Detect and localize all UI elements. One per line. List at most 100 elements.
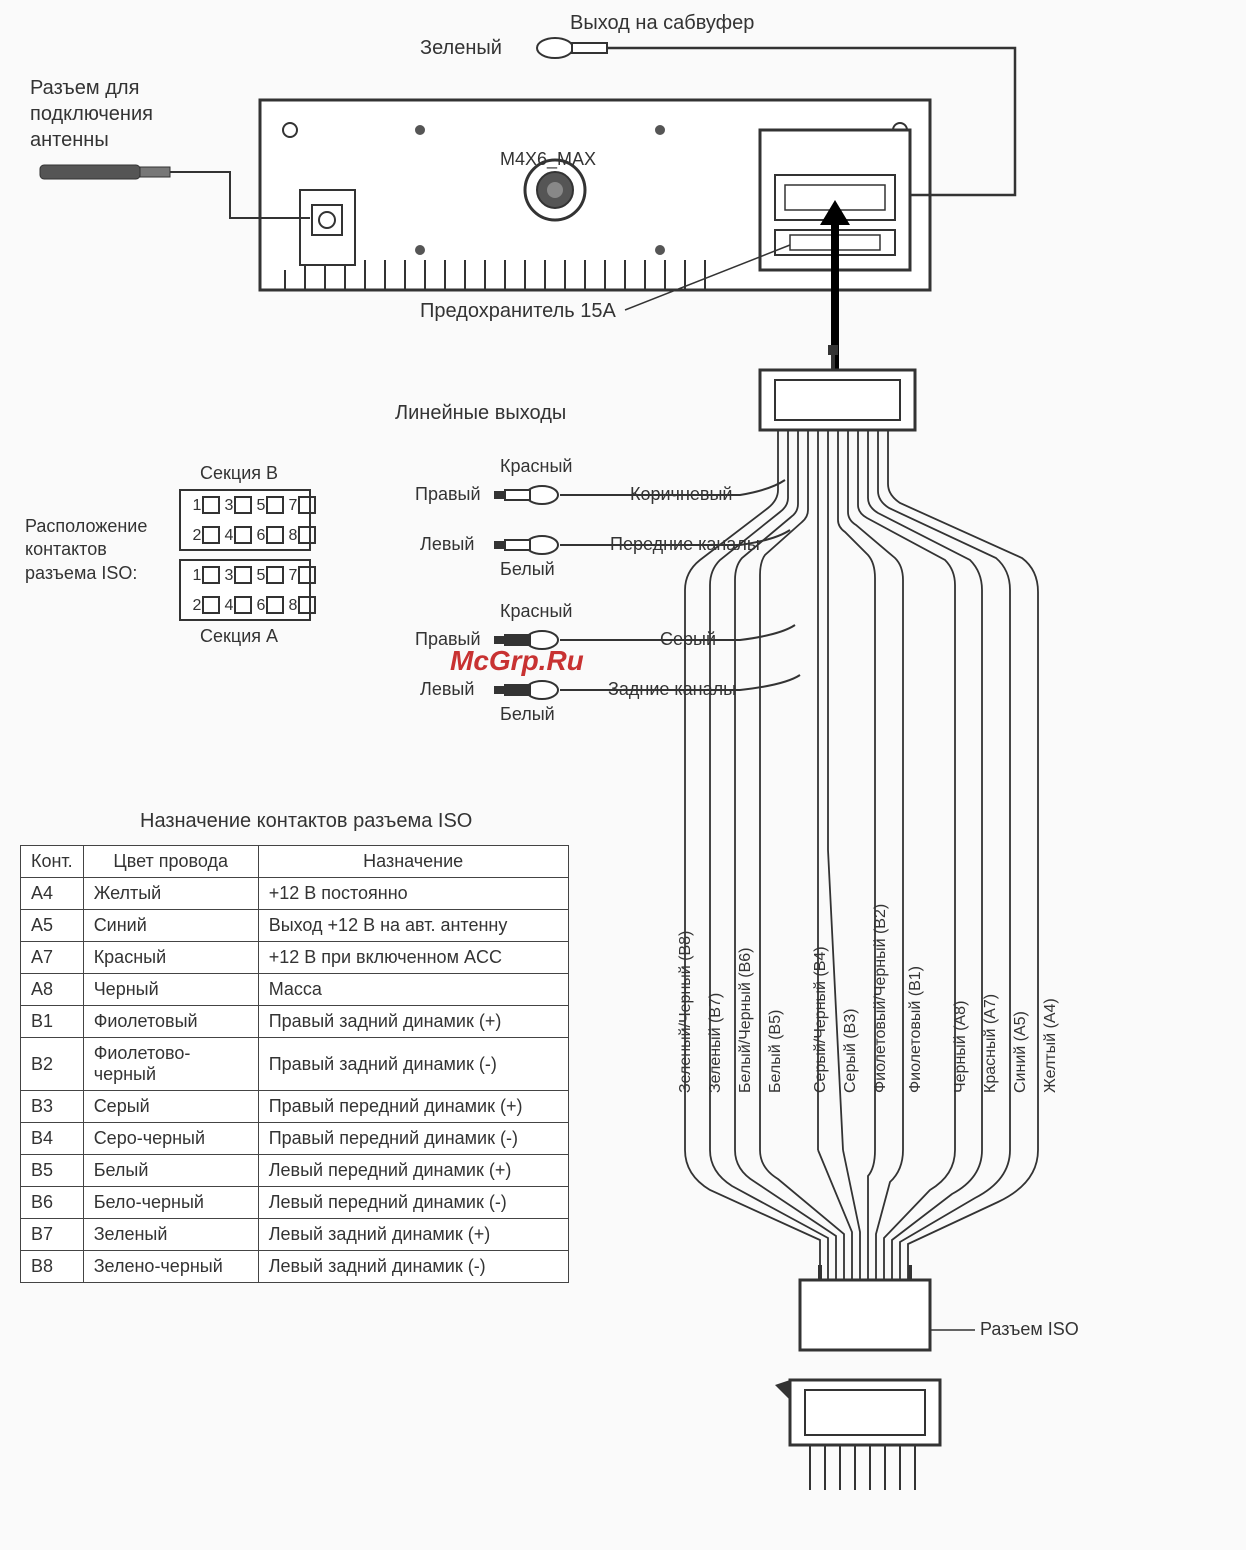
table-cell: Масса [258,974,568,1006]
table-cell: B4 [21,1123,84,1155]
table-cell: +12 В при включенном ACC [258,942,568,974]
label-lineouts: Линейные выходы [395,400,566,426]
svg-text:2: 2 [193,527,202,544]
table-cell: Фиолетово-черный [83,1038,258,1091]
table-cell: Бело-черный [83,1187,258,1219]
label-grey: Серый [660,628,716,651]
table-cell: Желтый [83,878,258,910]
label-section-a: Секция A [200,625,278,648]
table-cell: Синий [83,910,258,942]
wire-label: Фиолетовый/Черный (B2) [872,904,890,1093]
table-row: A5СинийВыход +12 В на авт. антенну [21,910,569,942]
head-unit [260,100,930,290]
label-white2: Белый [500,703,555,726]
label-subwoofer: Выход на сабвуфер [570,10,754,36]
table-cell: A8 [21,974,84,1006]
svg-text:4: 4 [225,527,234,544]
table-cell: Левый задний динамик (-) [258,1251,568,1283]
table-row: B4Серо-черныйПравый передний динамик (-) [21,1123,569,1155]
wire-label: Серый/Черный (B4) [812,946,830,1093]
svg-text:4: 4 [225,597,234,614]
wire-label: Синий (A5) [1012,1011,1030,1093]
table-cell: B7 [21,1219,84,1251]
table-header: Назначение [258,846,568,878]
table-cell: B6 [21,1187,84,1219]
label-left1: Левый [420,533,474,556]
table-cell: B3 [21,1091,84,1123]
table-cell: B5 [21,1155,84,1187]
table-row: B5БелыйЛевый передний динамик (+) [21,1155,569,1187]
label-iso-layout: Расположение контактов разъема ISO: [25,515,147,585]
svg-text:3: 3 [225,497,234,514]
wire-label: Серый (B3) [842,1009,860,1093]
table-title: Назначение контактов разъема ISO [140,810,472,833]
table-cell: Зеленый [83,1219,258,1251]
table-cell: A5 [21,910,84,942]
label-section-b: Секция B [200,462,278,485]
iso-socket [775,1380,940,1490]
table-cell: A7 [21,942,84,974]
table-row: B3СерыйПравый передний динамик (+) [21,1091,569,1123]
svg-text:2: 2 [193,597,202,614]
iso-table: Конт.Цвет проводаНазначение A4Желтый+12 … [20,845,569,1283]
svg-text:8: 8 [289,527,298,544]
svg-text:6: 6 [257,527,266,544]
svg-text:3: 3 [225,567,234,584]
table-row: B6Бело-черныйЛевый передний динамик (-) [21,1187,569,1219]
label-left2: Левый [420,678,474,701]
table-cell: Красный [83,942,258,974]
table-cell: Серо-черный [83,1123,258,1155]
wire-label: Белый/Черный (B6) [737,948,755,1094]
table-cell: Правый задний динамик (+) [258,1006,568,1038]
svg-text:8: 8 [289,597,298,614]
iso-connector [800,1265,975,1350]
table-row: A7Красный+12 В при включенном ACC [21,942,569,974]
label-iso-conn: Разъем ISO [980,1318,1079,1341]
label-antenna: Разъем для подключения антенны [30,75,153,153]
watermark: McGrp.Ru [450,645,584,677]
svg-text:7: 7 [289,567,298,584]
label-fuse: Предохранитель 15А [420,298,616,324]
table-cell: Правый передний динамик (+) [258,1091,568,1123]
svg-text:5: 5 [257,497,266,514]
wire-label: Белый (B5) [767,1010,785,1093]
wire-label: Зеленый (B7) [707,993,725,1093]
table-cell: Левый задний динамик (+) [258,1219,568,1251]
table-row: A4Желтый+12 В постоянно [21,878,569,910]
iso-pinout-a: 1 3 5 7 2 4 6 8 [180,560,315,620]
table-cell: B2 [21,1038,84,1091]
table-cell: B8 [21,1251,84,1283]
table-cell: A4 [21,878,84,910]
table-cell: Черный [83,974,258,1006]
label-rear-ch: Задние каналы [608,678,736,701]
svg-text:1: 1 [193,567,202,584]
iso-convergence [685,1150,1038,1280]
table-cell: Серый [83,1091,258,1123]
svg-text:7: 7 [289,497,298,514]
table-cell: Белый [83,1155,258,1187]
table-cell: Левый передний динамик (-) [258,1187,568,1219]
table-cell: Левый передний динамик (+) [258,1155,568,1187]
table-cell: B1 [21,1006,84,1038]
table-cell: Правый передний динамик (-) [258,1123,568,1155]
iso-pinout-b: 1 3 5 7 2 4 6 8 [180,490,315,550]
table-cell: Зелено-черный [83,1251,258,1283]
wire-label: Фиолетовый (B1) [907,966,925,1093]
table-cell: Правый задний динамик (-) [258,1038,568,1091]
label-front-ch: Передние каналы [610,533,760,556]
svg-text:5: 5 [257,567,266,584]
table-cell: +12 В постоянно [258,878,568,910]
label-right1: Правый [415,483,481,506]
table-cell: Выход +12 В на авт. антенну [258,910,568,942]
table-cell: Фиолетовый [83,1006,258,1038]
wire-label: Желтый (A4) [1042,998,1060,1093]
label-green: Зеленый [420,35,502,61]
svg-text:1: 1 [193,497,202,514]
table-row: B2Фиолетово-черныйПравый задний динамик … [21,1038,569,1091]
table-row: B1ФиолетовыйПравый задний динамик (+) [21,1006,569,1038]
label-white1: Белый [500,558,555,581]
table-row: B8Зелено-черныйЛевый задний динамик (-) [21,1251,569,1283]
table-row: B7ЗеленыйЛевый задний динамик (+) [21,1219,569,1251]
label-brown: Коричневый [630,483,732,506]
label-m4x6: M4X6_MAX [500,148,596,171]
